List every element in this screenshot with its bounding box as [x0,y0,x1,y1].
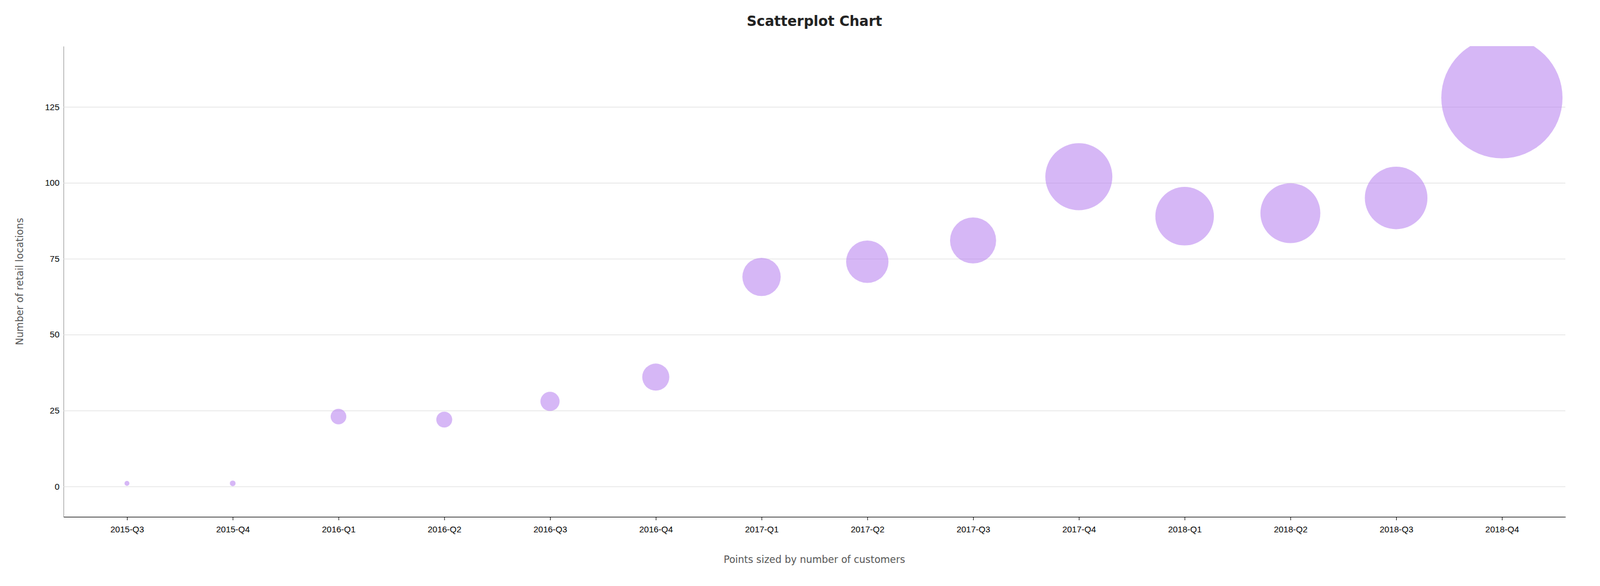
y-tick-label: 125 [45,102,60,112]
x-tick: 2016-Q4 [638,517,673,535]
tick-mark [867,517,869,521]
x-axis: 2015-Q3 2015-Q4 2016-Q1 2016-Q2 2016-Q3 2016-… [64,517,1566,535]
grid-line [63,486,1566,488]
x-axis-title: Points sized by number of customers [723,554,906,566]
y-tick: 25 [49,405,1566,416]
bubble [229,480,236,487]
x-tick: 2017-Q4 [1062,517,1096,535]
y-tick-label: 25 [49,405,60,416]
y-tick: 75 [49,253,1566,264]
tick-mark [655,517,657,521]
bubble [1045,143,1113,211]
x-tick-label: 2016-Q2 [427,524,462,535]
tick-mark [338,517,339,521]
plot-area: 0 25 50 75 100 125 2015-Q3 2015-Q4 2016-Q1 2016-Q… [45,36,1566,535]
x-tick: 2018-Q2 [1273,517,1308,535]
bubble [642,363,670,391]
grid-line [63,410,1566,412]
y-tick-label: 75 [49,253,60,264]
y-tick: 0 [54,481,1566,492]
x-tick: 2017-Q3 [956,517,990,535]
y-tick: 50 [49,329,1566,340]
tick-mark [1078,517,1080,521]
x-tick-label: 2018-Q3 [1379,524,1413,535]
x-axis-line [64,517,1566,518]
x-tick-label: 2018-Q2 [1273,524,1308,535]
x-tick-label: 2017-Q3 [956,524,990,535]
tick-mark [973,517,974,521]
y-axis-title: Number of retail locations [13,217,26,346]
grid-line [63,259,1566,260]
x-tick: 2015-Q4 [215,517,250,535]
y-tick-label: 50 [49,329,60,340]
tick-mark [550,517,551,521]
x-tick-label: 2016-Q4 [638,524,673,535]
x-tick: 2017-Q1 [745,517,779,535]
x-tick-label: 2017-Q1 [745,524,779,535]
x-tick: 2016-Q3 [533,517,567,535]
tick-mark [761,517,762,521]
title: Scatterplot Chart [746,13,883,30]
x-tick-label: 2016-Q1 [322,524,356,535]
marks [124,46,1563,487]
y-tick-label: 100 [45,177,60,188]
tick-mark [232,517,234,521]
grid-line [63,334,1566,336]
x-tick-label: 2017-Q4 [1062,524,1096,535]
x-tick: 2016-Q2 [427,517,462,535]
bubble [742,258,781,297]
x-tick-label: 2016-Q3 [533,524,567,535]
bubble [124,481,130,487]
bubble [1155,187,1214,246]
tick-mark [1396,517,1397,521]
bubble [1441,46,1563,159]
x-tick: 2018-Q4 [1485,517,1519,535]
bubble [330,409,347,425]
x-tick-label: 2018-Q1 [1168,524,1202,535]
bubble [1260,183,1321,244]
grid-line [63,182,1566,184]
chart: 0 25 50 75 100 125 2015-Q3 2015-Q4 2016-Q1 2016-Q… [0,0,1600,586]
x-tick: 2017-Q2 [850,517,885,535]
bubble [540,391,560,411]
tick-mark [1290,517,1292,521]
x-tick: 2015-Q3 [110,517,144,535]
bubble [436,412,453,429]
tick-mark [444,517,446,521]
y-tick: 125 [45,102,1566,112]
y-axis: 0 25 50 75 100 125 [45,46,1566,518]
tick-mark [1501,517,1503,521]
x-tick-label: 2018-Q4 [1485,524,1519,535]
grid-line [63,106,1566,108]
x-tick: 2018-Q1 [1168,517,1202,535]
y-tick-label: 0 [54,481,60,492]
tick-mark [1184,517,1185,521]
bubble [950,217,997,264]
y-tick: 100 [45,177,1566,188]
bubble [1365,166,1428,230]
x-tick-label: 2017-Q2 [850,524,885,535]
tick-mark [126,517,128,521]
y-axis-line [63,46,65,518]
x-tick: 2018-Q3 [1379,517,1413,535]
bubble [846,240,889,283]
x-tick: 2016-Q1 [322,517,356,535]
x-tick-label: 2015-Q3 [110,524,144,535]
x-tick-label: 2015-Q4 [215,524,250,535]
